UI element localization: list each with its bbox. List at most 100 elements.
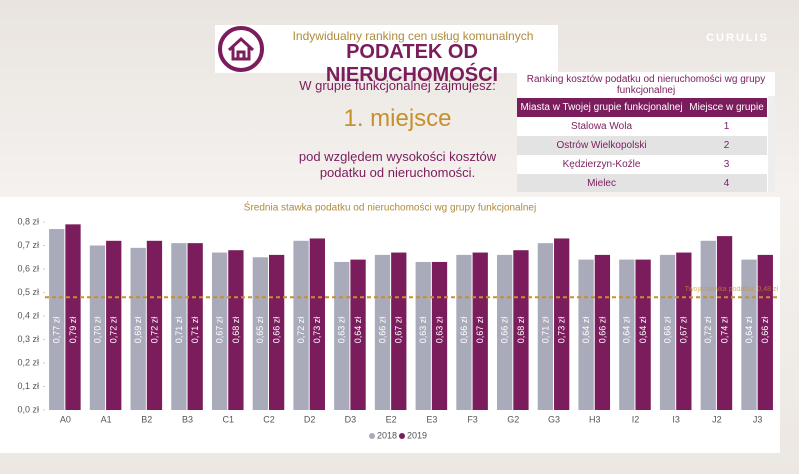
bar xyxy=(456,254,472,410)
y-tick-label: 0,0 zł xyxy=(17,404,39,414)
x-tick-label: F3 xyxy=(467,414,478,424)
legend-swatch xyxy=(399,433,405,439)
x-tick-label: G2 xyxy=(507,414,519,424)
house-icon xyxy=(218,26,264,72)
bar xyxy=(497,254,513,410)
bar xyxy=(334,261,350,410)
x-tick-label: J3 xyxy=(753,414,763,424)
x-tick-label: D2 xyxy=(304,414,316,424)
logo: CURULIS xyxy=(706,32,769,44)
data-label: 0,66 zł xyxy=(459,317,469,344)
bar xyxy=(472,252,488,410)
table-cell: Stalowa Wola xyxy=(571,121,633,132)
table-row[interactable]: Kędzierzyn-Koźle 3 xyxy=(517,155,767,174)
bar xyxy=(106,240,122,410)
ranking-table: Ranking kosztów podatku od nieruchomości… xyxy=(517,72,775,192)
x-tick-label: A1 xyxy=(101,414,112,424)
reference-label: Twoja stawka podatku: 0,48 zł xyxy=(685,286,779,293)
bar xyxy=(676,252,692,410)
y-tick-label: 0,3 zł xyxy=(17,334,39,344)
bar xyxy=(293,240,309,410)
table-cell: 1 xyxy=(723,121,730,132)
bar xyxy=(252,257,268,410)
rank-panel: W grupie funkcjonalnej zajmujesz: 1. mie… xyxy=(290,78,505,181)
x-tick-label: J2 xyxy=(712,414,722,424)
x-tick-label: I2 xyxy=(632,414,640,424)
table-cell: 4 xyxy=(686,174,767,192)
bar xyxy=(309,238,325,410)
title: PODATEK OD NIERUCHOMOŚCI xyxy=(325,41,499,86)
bar xyxy=(554,238,570,410)
y-tick-label: 0,6 zł xyxy=(17,263,39,273)
bar xyxy=(187,243,203,410)
bar xyxy=(757,254,773,410)
legend-swatch xyxy=(369,433,375,439)
bar xyxy=(537,243,554,410)
table-cell: Ostrów Wielkopolski xyxy=(517,136,687,155)
y-tick-label: 0,4 zł xyxy=(17,310,39,320)
data-label: 0,65 zł xyxy=(255,317,265,344)
data-label: 0,67 zł xyxy=(394,317,404,344)
data-label: 0,71 zł xyxy=(174,317,184,344)
y-tick-label: 0,5 zł xyxy=(17,287,39,297)
table-row[interactable]: Mielec 4 xyxy=(517,174,767,192)
y-tick-label: 0,7 zł xyxy=(17,240,39,250)
data-label: 0,67 zł xyxy=(475,317,485,344)
bar xyxy=(578,259,594,410)
x-tick-label: G3 xyxy=(548,414,560,424)
bar xyxy=(619,259,635,410)
legend-label: 2018 xyxy=(377,430,397,440)
data-label: 0,66 zł xyxy=(271,317,281,344)
bar xyxy=(228,250,244,410)
bar xyxy=(415,261,431,410)
bar xyxy=(594,254,611,410)
table-cell: Kędzierzyn-Koźle xyxy=(562,159,641,170)
data-label: 0,73 zł xyxy=(312,317,322,344)
bar xyxy=(659,254,676,410)
y-tick-label: 0,2 zł xyxy=(17,357,39,367)
table-row[interactable]: Stalowa Wola 1 xyxy=(517,117,767,136)
header: Indywidualny ranking cen usług komunalny… xyxy=(215,25,558,86)
table-cell: Mielec xyxy=(517,174,687,192)
x-tick-label: A0 xyxy=(60,414,71,424)
table-title: Ranking kosztów podatku od nieruchomości… xyxy=(526,74,766,96)
x-tick-label: E3 xyxy=(426,414,437,424)
data-label: 0,63 zł xyxy=(418,317,428,344)
column-header[interactable]: Miasta w Twojej grupie funkcjonalnej xyxy=(517,98,687,117)
scrollbar[interactable] xyxy=(768,96,775,192)
x-tick-label: I3 xyxy=(672,414,680,424)
data-label: 0,66 zł xyxy=(377,317,387,344)
bar xyxy=(268,254,285,410)
data-label: 0,66 zł xyxy=(500,317,510,344)
data-label: 0,64 zł xyxy=(353,317,363,344)
bar xyxy=(391,252,407,410)
data-label: 0,66 zł xyxy=(662,317,672,344)
bar xyxy=(171,243,187,410)
data-label: 0,68 zł xyxy=(231,317,241,344)
chart-background xyxy=(0,197,780,453)
y-tick-label: 0,8 zł xyxy=(17,216,39,226)
table-cell: 3 xyxy=(723,159,730,170)
data-label: 0,71 zł xyxy=(540,317,550,344)
bar xyxy=(374,254,391,410)
column-header[interactable]: Miejsce w grupie xyxy=(686,98,767,117)
bar xyxy=(700,240,716,410)
data-label: 0,67 zł xyxy=(214,317,224,344)
data-label: 0,69 zł xyxy=(133,317,143,344)
data-label: 0,70 zł xyxy=(92,317,102,344)
bar xyxy=(211,252,228,410)
table-row[interactable]: Ostrów Wielkopolski 2 xyxy=(517,136,767,155)
bar xyxy=(431,261,448,410)
x-tick-label: C2 xyxy=(263,414,275,424)
data-label: 0,66 zł xyxy=(597,317,607,344)
bar xyxy=(635,259,651,410)
data-label: 0,71 zł xyxy=(190,317,200,344)
data-label: 0,67 zł xyxy=(679,317,689,344)
data-label: 0,64 zł xyxy=(638,317,648,344)
rank-place: 1. miejsce xyxy=(343,105,452,132)
x-tick-label: C1 xyxy=(222,414,234,424)
chart-title: Średnia stawka podatku od nieruchomości … xyxy=(244,201,536,214)
data-label: 0,64 zł xyxy=(622,317,632,344)
y-tick-label: 0,1 zł xyxy=(17,381,39,391)
bar xyxy=(741,259,757,410)
